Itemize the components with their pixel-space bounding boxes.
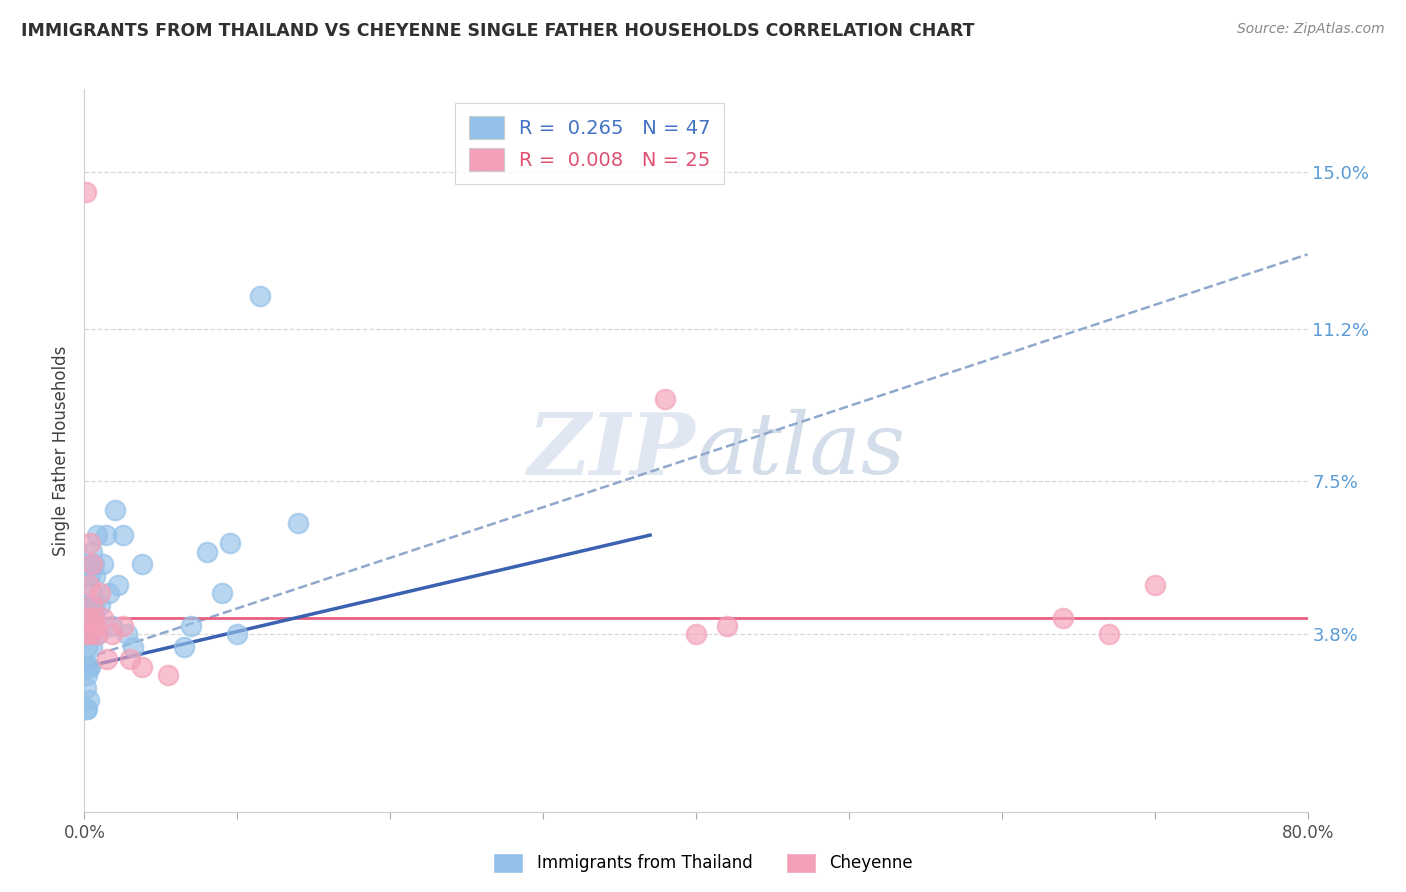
Point: [79, 627, 101, 641]
Point: [96, 652, 118, 666]
Legend: R =  0.265   N = 47, R =  0.008   N = 25: R = 0.265 N = 47, R = 0.008 N = 25: [456, 103, 724, 185]
Point: [77, 660, 100, 674]
Point: [1098, 627, 1121, 641]
Point: [97, 586, 120, 600]
Point: [226, 627, 249, 641]
Point: [79, 569, 101, 583]
Point: [94, 528, 117, 542]
Point: [104, 503, 127, 517]
Point: [91, 610, 114, 624]
Point: [76, 701, 98, 715]
Point: [84, 619, 107, 633]
Point: [107, 577, 129, 591]
Point: [120, 652, 142, 666]
Point: [89, 586, 111, 600]
Point: [84, 610, 107, 624]
Point: [76, 619, 98, 633]
Point: [115, 627, 138, 641]
Point: [79, 610, 101, 624]
Point: [211, 586, 233, 600]
Point: [83, 610, 105, 624]
Point: [83, 599, 105, 613]
Point: [89, 599, 111, 613]
Text: atlas: atlas: [696, 409, 905, 491]
Point: [131, 660, 153, 674]
Point: [180, 619, 202, 633]
Legend: Immigrants from Thailand, Cheyenne: Immigrants from Thailand, Cheyenne: [486, 847, 920, 880]
Point: [75, 660, 97, 674]
Point: [131, 557, 153, 571]
Point: [83, 557, 105, 571]
Point: [77, 557, 100, 571]
Point: [76, 640, 98, 654]
Text: Source: ZipAtlas.com: Source: ZipAtlas.com: [1237, 22, 1385, 37]
Point: [75, 186, 97, 200]
Point: [218, 536, 240, 550]
Point: [1052, 610, 1074, 624]
Point: [122, 640, 145, 654]
Point: [79, 536, 101, 550]
Point: [76, 599, 98, 613]
Point: [84, 569, 107, 583]
Point: [195, 544, 218, 558]
Point: [86, 627, 108, 641]
Point: [80, 586, 103, 600]
Point: [75, 681, 97, 695]
Y-axis label: Single Father Households: Single Father Households: [52, 345, 70, 556]
Point: [75, 701, 97, 715]
Point: [101, 619, 124, 633]
Point: [287, 516, 309, 530]
Point: [1143, 577, 1166, 591]
Point: [249, 288, 271, 302]
Point: [75, 627, 97, 641]
Point: [685, 627, 707, 641]
Text: ZIP: ZIP: [529, 409, 696, 492]
Point: [76, 668, 98, 682]
Point: [77, 627, 100, 641]
Text: IMMIGRANTS FROM THAILAND VS CHEYENNE SINGLE FATHER HOUSEHOLDS CORRELATION CHART: IMMIGRANTS FROM THAILAND VS CHEYENNE SIN…: [21, 22, 974, 40]
Point: [76, 610, 98, 624]
Point: [79, 660, 101, 674]
Point: [80, 544, 103, 558]
Point: [654, 392, 676, 406]
Point: [80, 599, 103, 613]
Point: [80, 640, 103, 654]
Point: [80, 557, 103, 571]
Point: [111, 619, 134, 633]
Point: [111, 528, 134, 542]
Point: [86, 528, 108, 542]
Point: [101, 627, 124, 641]
Point: [77, 599, 100, 613]
Point: [716, 619, 738, 633]
Point: [173, 640, 195, 654]
Point: [77, 693, 100, 707]
Point: [79, 627, 101, 641]
Point: [77, 577, 100, 591]
Point: [157, 668, 180, 682]
Point: [87, 627, 110, 641]
Point: [80, 610, 103, 624]
Point: [76, 627, 98, 641]
Point: [91, 557, 114, 571]
